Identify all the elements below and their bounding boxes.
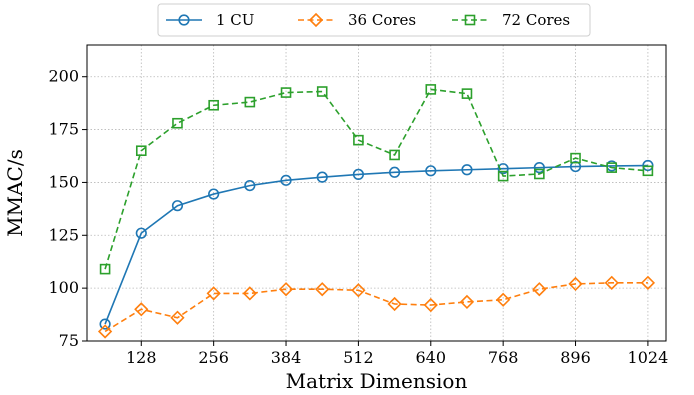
axes: 128 256 384 512 640 768 896 1024 75 100 125 150 175 2… — [48, 67, 668, 367]
data-point — [389, 149, 400, 161]
data-point — [425, 165, 437, 177]
data-point — [425, 84, 437, 95]
series-1-cu — [99, 159, 654, 330]
y-tick-label: 150 — [48, 172, 79, 191]
data-point — [242, 286, 257, 301]
data-point — [606, 162, 618, 173]
y-tick-label: 175 — [48, 120, 79, 139]
plot-frame — [86, 44, 667, 342]
legend-marker — [178, 14, 190, 26]
data-point — [280, 87, 292, 98]
y-tick-label: 200 — [48, 67, 79, 86]
y-tick-label: 125 — [48, 225, 79, 244]
data-point — [97, 324, 113, 339]
data-point — [388, 166, 401, 178]
data-point — [316, 86, 328, 97]
data-point — [461, 88, 473, 99]
data-point — [423, 297, 438, 313]
data-point — [387, 296, 402, 312]
series-72-cores — [99, 84, 654, 275]
data-point — [244, 180, 256, 192]
data-point — [534, 168, 545, 180]
data-point — [533, 162, 545, 174]
series-layer — [97, 84, 656, 339]
legend-label: 72 Cores — [502, 11, 570, 29]
legend-entry: 1 CU — [166, 11, 254, 29]
data-point — [244, 96, 256, 108]
y-axis-title: MMAC/s — [3, 149, 27, 237]
data-point — [496, 292, 511, 307]
data-point — [642, 165, 654, 177]
data-point — [532, 282, 547, 297]
x-tick-label: 384 — [271, 348, 302, 367]
data-point — [206, 286, 221, 301]
data-point — [351, 283, 366, 298]
data-point — [171, 200, 184, 212]
x-tick-label: 768 — [488, 348, 519, 367]
grid — [87, 45, 666, 342]
data-point — [352, 168, 365, 180]
data-point — [208, 99, 219, 111]
data-point — [640, 275, 656, 290]
legend-entry: 36 Cores — [298, 11, 416, 29]
x-tick-label: 512 — [343, 348, 374, 367]
data-point — [170, 310, 185, 325]
x-tick-label: 896 — [560, 348, 591, 367]
y-tick-label: 100 — [48, 278, 79, 297]
data-point — [604, 275, 619, 290]
data-point — [278, 282, 294, 297]
data-point — [569, 160, 582, 173]
data-point — [570, 152, 581, 164]
data-point — [135, 145, 147, 157]
data-point — [135, 227, 147, 239]
data-point — [497, 170, 509, 182]
series-line — [104, 88, 648, 270]
legend: 1 CU 36 Cores 72 Cores — [157, 3, 591, 37]
series-line — [104, 164, 648, 325]
data-point — [172, 117, 183, 129]
data-point — [461, 164, 473, 176]
data-point — [99, 263, 111, 275]
legend-marker — [308, 12, 324, 28]
legend-label: 36 Cores — [348, 11, 416, 29]
series-36-cores — [97, 275, 656, 339]
legend-label: 1 CU — [216, 11, 254, 29]
x-tick-label: 128 — [126, 348, 157, 367]
data-point — [497, 163, 509, 175]
legend-box — [157, 3, 591, 37]
data-point — [99, 318, 111, 330]
data-point — [208, 188, 220, 200]
legend-marker — [464, 14, 476, 26]
data-point — [316, 171, 328, 183]
x-tick-label: 1024 — [628, 348, 669, 367]
data-point — [315, 282, 330, 297]
x-axis-title: Matrix Dimension — [286, 369, 468, 393]
data-point — [134, 302, 149, 317]
data-point — [459, 294, 475, 310]
data-point — [280, 174, 292, 186]
data-point — [353, 134, 364, 146]
data-point — [568, 276, 583, 292]
x-tick-label: 640 — [416, 348, 447, 367]
x-tick-label: 256 — [198, 348, 229, 367]
legend-entry: 72 Cores — [452, 11, 570, 29]
y-tick-label: 75 — [59, 331, 79, 350]
series-line — [104, 282, 648, 333]
